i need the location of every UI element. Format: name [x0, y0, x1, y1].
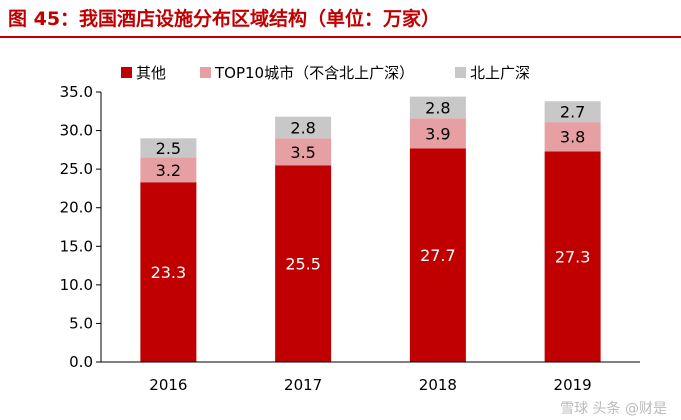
- bar-segment: [409, 96, 466, 119]
- y-tick-label: 10.0: [60, 276, 93, 294]
- title-rule: [0, 36, 681, 38]
- legend-label: TOP10城市（不含北上广深）: [214, 64, 414, 82]
- legend: 其他 TOP10城市（不含北上广深） 北上广深: [121, 64, 530, 82]
- legend-swatch: [200, 67, 211, 78]
- y-tick-label: 0.0: [69, 353, 93, 371]
- y-tick-label: 15.0: [60, 237, 93, 255]
- y-tick-label: 30.0: [60, 122, 93, 140]
- data-label: 3.9: [425, 124, 450, 143]
- bar-segment: [544, 122, 601, 152]
- bar-segment: [275, 165, 332, 362]
- bar-segment: [140, 138, 197, 158]
- bar-segment: [140, 182, 197, 362]
- y-tick-label: 35.0: [60, 83, 93, 101]
- data-label: 23.3: [151, 263, 187, 282]
- x-tick-label: 2019: [554, 376, 592, 394]
- x-axis: 2016 2017 2018 2019: [101, 361, 640, 394]
- data-label: 25.5: [285, 255, 321, 274]
- data-label: 27.3: [555, 248, 591, 267]
- x-tick-label: 2016: [149, 376, 187, 394]
- data-label: 3.8: [560, 128, 585, 147]
- bar-segment: [275, 116, 332, 139]
- data-label: 2.8: [290, 118, 315, 137]
- y-axis: 0.0 5.0 10.0 15.0 20.0 25.0 30.0 35.0: [60, 83, 102, 371]
- bar-segment: [275, 138, 332, 166]
- legend-swatch: [455, 67, 466, 78]
- bar-segment: [544, 101, 601, 123]
- data-label: 2.8: [425, 98, 450, 117]
- bar-segment: [544, 151, 601, 362]
- data-label: 27.7: [420, 246, 456, 265]
- bar-segment: [140, 157, 197, 183]
- bar-segment: [409, 148, 466, 362]
- x-tick-label: 2017: [284, 376, 322, 394]
- legend-label: 北上广深: [470, 64, 530, 82]
- data-label: 3.5: [290, 143, 315, 162]
- y-tick-label: 25.0: [60, 160, 93, 178]
- bar-segment: [409, 118, 466, 149]
- x-tick-label: 2018: [419, 376, 457, 394]
- data-label: 2.7: [560, 103, 585, 122]
- watermark: 雪球 头条 @财是: [560, 401, 667, 417]
- legend-label: 其他: [136, 64, 166, 82]
- bars: 23.3 3.2 2.5 25.5 3.5 2.8 27.7 3.9 2.8 27.3 3.8 2.7: [140, 96, 601, 362]
- legend-swatch: [121, 67, 132, 78]
- data-label: 3.2: [156, 161, 181, 180]
- data-label: 2.5: [156, 139, 181, 158]
- figure-title: 图 45：我国酒店设施分布区域结构（单位：万家）: [8, 8, 441, 30]
- y-tick-label: 20.0: [60, 199, 93, 217]
- y-tick-label: 5.0: [69, 314, 93, 332]
